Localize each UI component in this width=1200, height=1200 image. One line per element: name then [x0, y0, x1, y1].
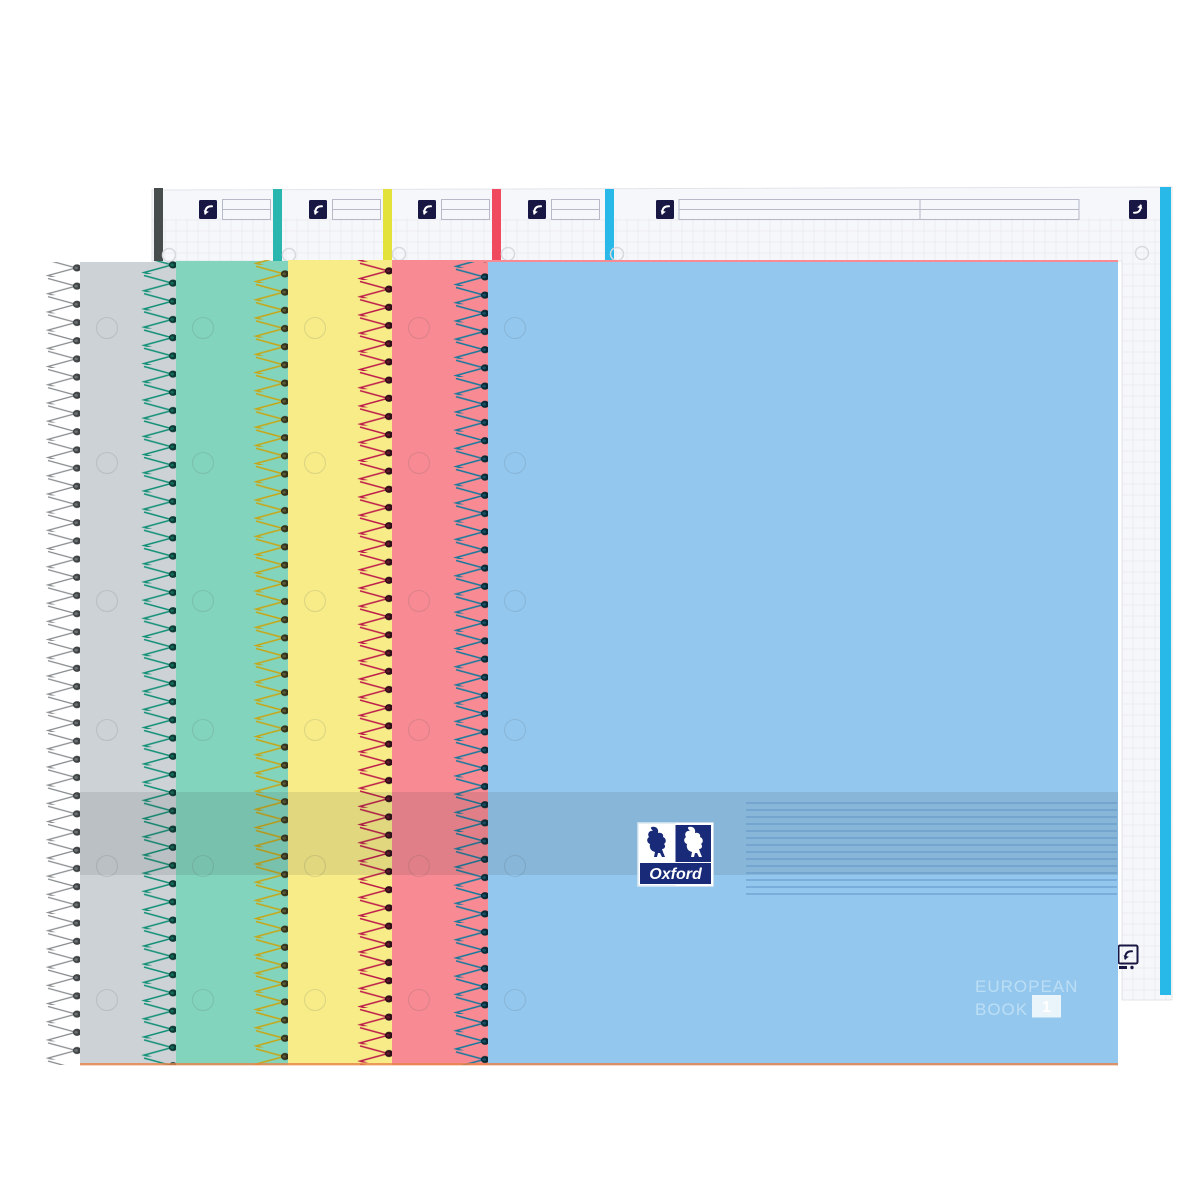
- svg-text:BOOK: BOOK: [975, 1000, 1028, 1019]
- svg-text:Oxford: Oxford: [649, 866, 703, 883]
- svg-text:EUROPEAN: EUROPEAN: [975, 977, 1078, 996]
- svg-text:1: 1: [1042, 999, 1051, 1016]
